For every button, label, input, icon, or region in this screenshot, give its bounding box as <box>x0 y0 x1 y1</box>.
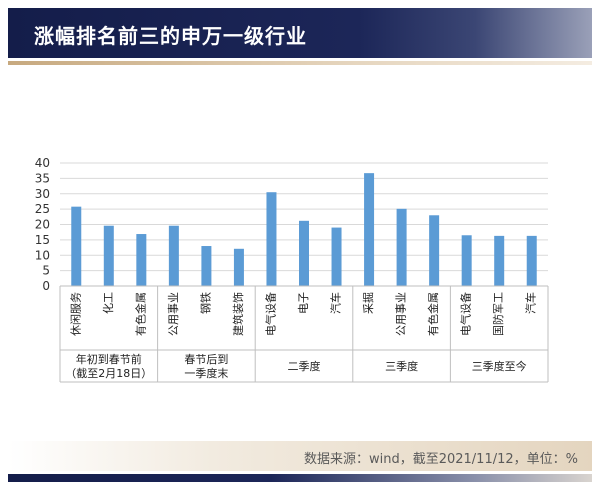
y-tick-label: 35 <box>35 171 50 185</box>
bar <box>201 246 212 286</box>
category-label: 电气设备 <box>263 292 277 336</box>
bar <box>266 192 277 286</box>
group-label: 一季度末 <box>184 366 228 380</box>
category-label: 公用事业 <box>167 292 180 336</box>
y-tick-label: 10 <box>35 248 50 262</box>
group-label: 三季度至今 <box>472 359 527 373</box>
category-label: 钢铁 <box>199 292 212 314</box>
bar <box>526 235 537 286</box>
footer-banner: 数据来源：wind，截至2021/11/12，单位：% <box>8 441 592 471</box>
group-label: 二季度 <box>288 359 321 373</box>
bar <box>168 225 179 286</box>
bar <box>494 235 505 286</box>
bar <box>233 248 244 286</box>
group-label: 年初到春节前 <box>76 352 142 366</box>
category-label: 休闲服务 <box>68 292 82 336</box>
category-label: 电子 <box>297 292 310 314</box>
y-tick-label: 20 <box>35 218 50 232</box>
bar <box>429 215 440 286</box>
category-label: 采掘 <box>361 292 375 314</box>
page-title: 涨幅排名前三的申万一级行业 <box>34 24 307 48</box>
category-label: 有色金属 <box>133 292 147 336</box>
bar <box>103 225 114 286</box>
category-label: 电气设备 <box>459 292 473 336</box>
bar <box>364 173 375 286</box>
group-label: 春节后到 <box>184 353 228 366</box>
bar <box>331 227 342 286</box>
bar <box>136 234 147 286</box>
data-source-note: 数据来源：wind，截至2021/11/12，单位：% <box>303 452 578 467</box>
bottom-bar <box>8 474 592 482</box>
y-tick-label: 25 <box>35 202 50 216</box>
y-tick-label: 15 <box>35 233 50 247</box>
y-tick-label: 40 <box>35 156 50 170</box>
y-tick-label: 5 <box>42 264 50 278</box>
bar <box>461 235 472 286</box>
title-underline <box>8 61 592 65</box>
bar <box>71 206 82 286</box>
category-label: 公用事业 <box>395 292 408 336</box>
category-label: 汽车 <box>524 292 538 314</box>
group-label: 三季度 <box>385 359 418 373</box>
category-label: 化工 <box>101 292 115 314</box>
category-label: 国防军工 <box>491 292 505 336</box>
title-bar: 涨幅排名前三的申万一级行业 <box>8 8 592 58</box>
category-label: 汽车 <box>329 292 343 314</box>
y-tick-label: 30 <box>35 187 50 201</box>
bar <box>299 220 309 286</box>
category-label: 建筑装饰 <box>231 292 245 336</box>
bar <box>396 208 407 286</box>
group-label: （截至2月18日） <box>65 366 152 380</box>
category-label: 有色金属 <box>426 292 440 336</box>
y-tick-label: 0 <box>42 279 50 293</box>
